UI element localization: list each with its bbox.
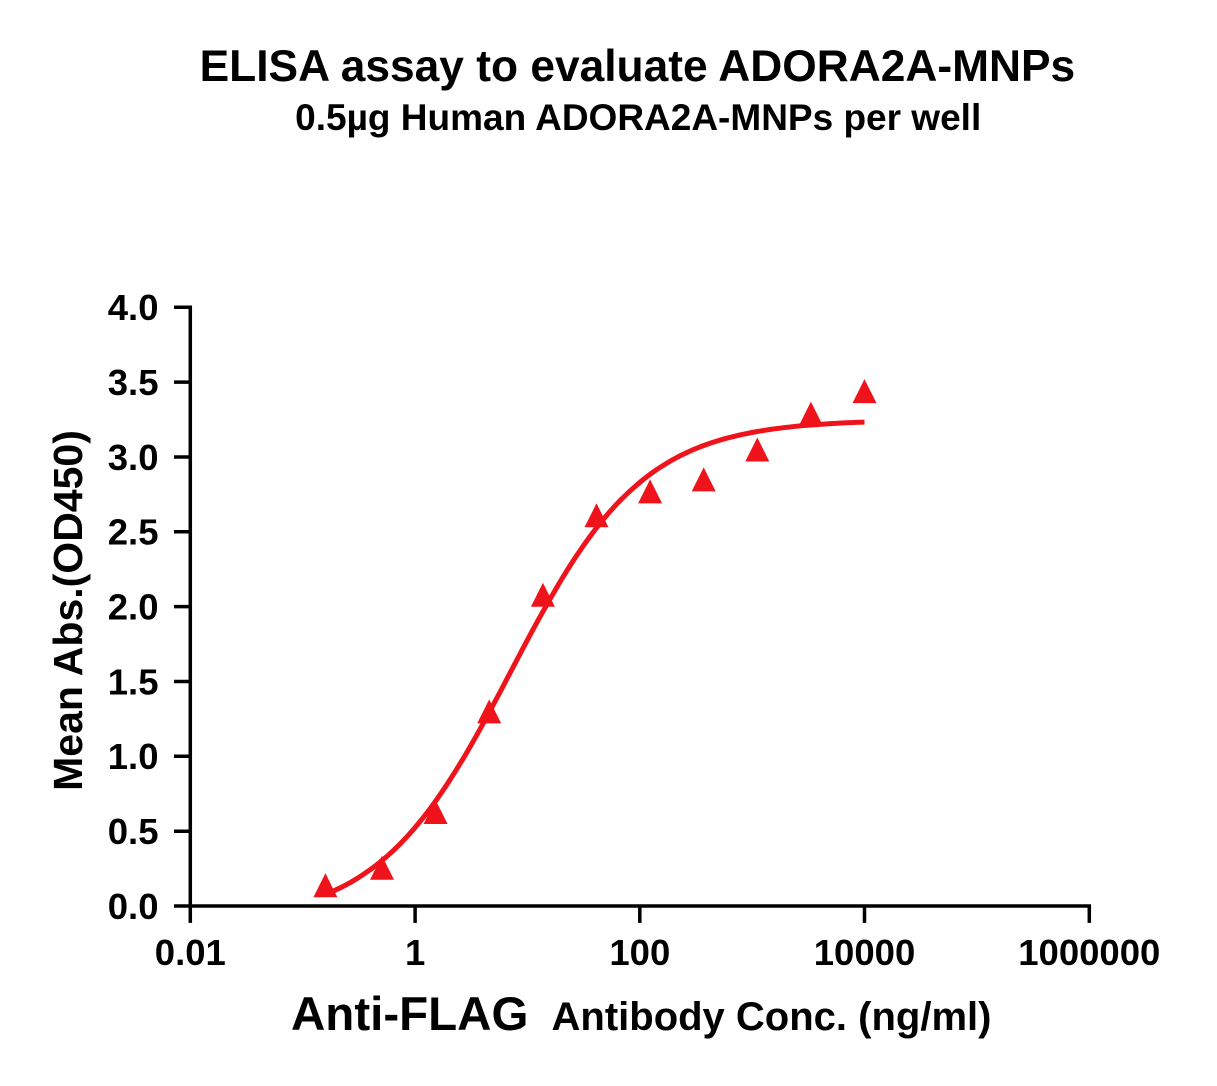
svg-text:100: 100	[609, 932, 670, 973]
svg-text:2.5: 2.5	[108, 512, 159, 553]
svg-text:3.0: 3.0	[108, 437, 159, 478]
svg-text:0.0: 0.0	[108, 886, 159, 927]
svg-text:4.0: 4.0	[108, 287, 159, 328]
svg-text:2.0: 2.0	[108, 586, 159, 627]
svg-text:1: 1	[405, 932, 425, 973]
svg-text:1000000: 1000000	[1018, 932, 1160, 973]
svg-text:0.01: 0.01	[155, 932, 226, 973]
svg-text:1.5: 1.5	[108, 661, 159, 702]
svg-text:0.5: 0.5	[108, 811, 159, 852]
svg-text:ELISA assay to evaluate ADORA2: ELISA assay to evaluate ADORA2A-MNPs	[200, 42, 1076, 91]
svg-text:3.5: 3.5	[108, 362, 159, 403]
svg-text:10000: 10000	[814, 932, 916, 973]
svg-text:Mean Abs.(OD450): Mean Abs.(OD450)	[45, 430, 91, 791]
svg-text:0.5µg Human ADORA2A-MNPs per w: 0.5µg Human ADORA2A-MNPs per well	[295, 97, 981, 138]
svg-text:1.0: 1.0	[108, 736, 159, 777]
